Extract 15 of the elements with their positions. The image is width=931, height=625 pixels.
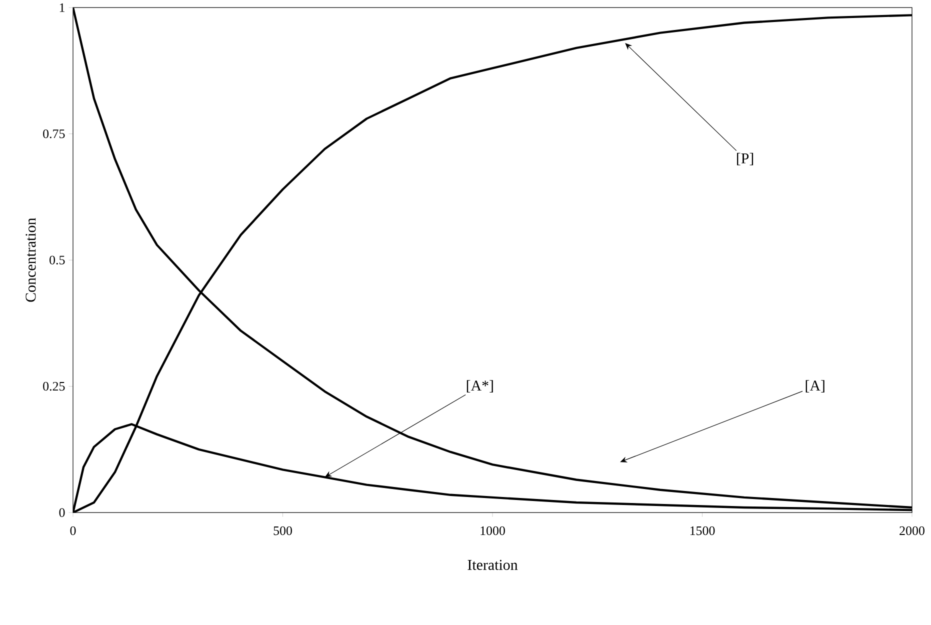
x-axis-title: Iteration: [468, 560, 518, 570]
y-tick-label: 0: [59, 508, 65, 518]
y-axis-title: Concentration: [26, 218, 36, 302]
x-tick-label: 1500: [690, 526, 715, 536]
y-tick-label: 1: [60, 4, 64, 12]
annotation: [A*]: [466, 380, 493, 393]
x-tick-label: 500: [274, 526, 292, 536]
x-tick-label: 0: [70, 526, 76, 536]
y-tick-label: 0.5: [50, 256, 65, 265]
y-tick-label: 0.25: [43, 382, 65, 391]
annotation: [P]: [737, 153, 754, 166]
y-tick-label: 0.75: [43, 130, 65, 138]
x-tick-label: 1000: [480, 526, 505, 536]
x-tick-label: 2000: [900, 526, 924, 536]
annotation: [A]: [806, 380, 824, 393]
